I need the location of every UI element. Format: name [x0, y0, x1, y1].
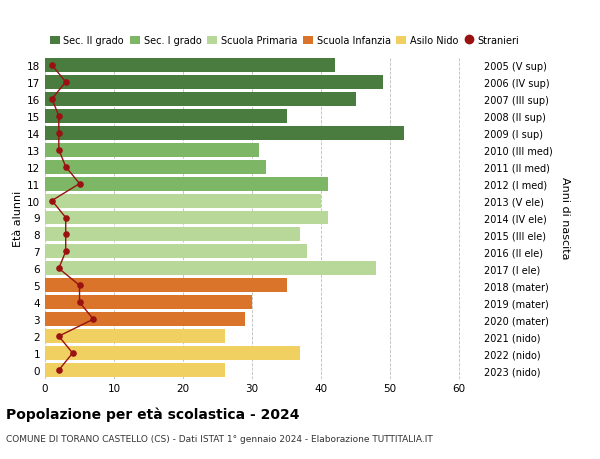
Text: Popolazione per età scolastica - 2024: Popolazione per età scolastica - 2024 [6, 406, 299, 421]
Point [68, 350, 77, 357]
Point [61, 79, 71, 86]
Point [54, 367, 64, 374]
Bar [45, 160, 266, 174]
Point [75, 180, 85, 188]
Bar [45, 363, 224, 377]
Bar [45, 296, 252, 309]
Point [75, 282, 85, 289]
Bar [45, 313, 245, 326]
Bar [45, 144, 259, 157]
Point [54, 333, 64, 340]
Y-axis label: Anni di nascita: Anni di nascita [560, 177, 569, 259]
Bar [45, 228, 301, 242]
Bar [45, 177, 328, 191]
Legend: Sec. II grado, Sec. I grado, Scuola Primaria, Scuola Infanzia, Asilo Nido, Stran: Sec. II grado, Sec. I grado, Scuola Prim… [50, 36, 520, 46]
Point [54, 265, 64, 273]
Bar [45, 330, 224, 343]
Point [54, 147, 64, 154]
Bar [45, 211, 328, 225]
Point [54, 130, 64, 137]
Point [89, 316, 98, 323]
Point [61, 214, 71, 222]
Point [54, 113, 64, 120]
Point [75, 299, 85, 306]
Bar [45, 110, 287, 123]
Bar [45, 262, 376, 276]
Point [61, 248, 71, 256]
Y-axis label: Età alunni: Età alunni [13, 190, 23, 246]
Bar [45, 347, 301, 360]
Bar [45, 76, 383, 90]
Bar [45, 59, 335, 73]
Point [61, 163, 71, 171]
Bar [45, 279, 287, 292]
Bar [45, 93, 356, 106]
Point [47, 197, 57, 205]
Point [61, 231, 71, 239]
Bar [45, 194, 321, 208]
Point [47, 62, 57, 69]
Bar [45, 127, 404, 140]
Bar [45, 245, 307, 259]
Text: COMUNE DI TORANO CASTELLO (CS) - Dati ISTAT 1° gennaio 2024 - Elaborazione TUTTI: COMUNE DI TORANO CASTELLO (CS) - Dati IS… [6, 434, 433, 443]
Point [47, 96, 57, 103]
